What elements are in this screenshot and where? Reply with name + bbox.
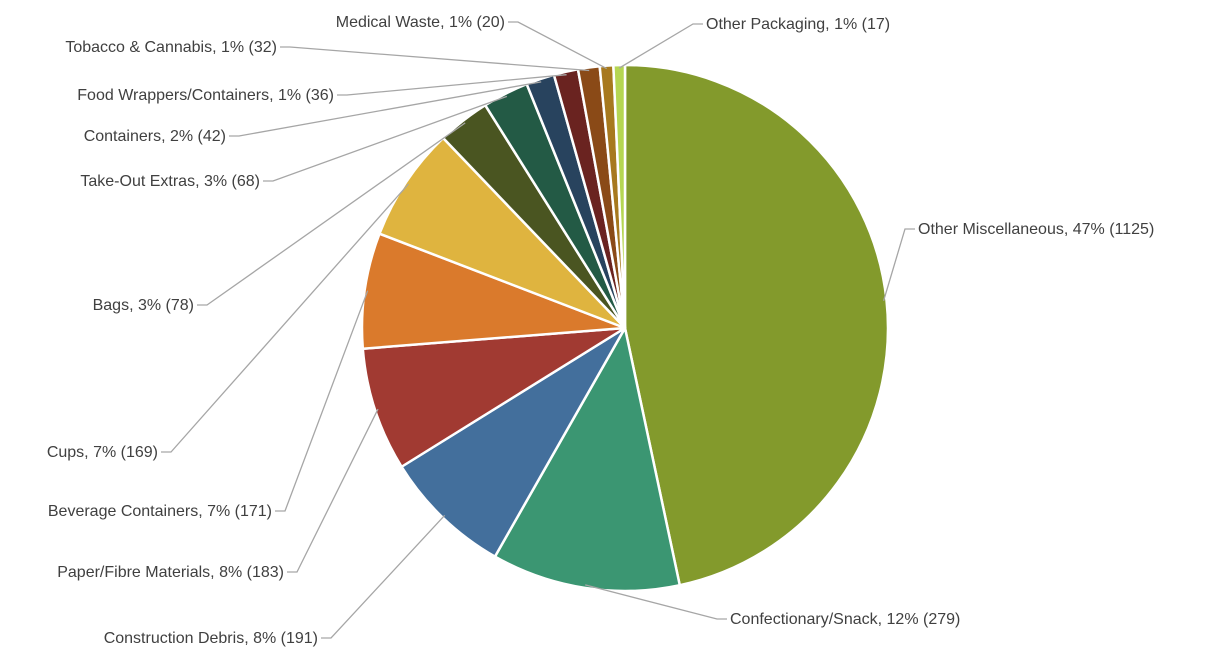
leader-line bbox=[280, 46, 590, 72]
leader-line bbox=[321, 514, 446, 639]
data-label: Paper/Fibre Materials, 8% (183) bbox=[57, 564, 284, 581]
leader-line bbox=[229, 81, 542, 137]
pie-slices bbox=[360, 63, 890, 593]
pie-slice-other-miscellaneous bbox=[623, 63, 890, 587]
pie-slice-beverage-containers bbox=[360, 232, 627, 350]
data-label: Other Packaging, 1% (17) bbox=[706, 16, 890, 33]
leader-line bbox=[161, 183, 409, 453]
leader-line bbox=[197, 122, 466, 306]
leader-line bbox=[585, 584, 727, 620]
data-label: Other Miscellaneous, 47% (1125) bbox=[918, 221, 1154, 238]
data-label: Medical Waste, 1% (20) bbox=[336, 14, 505, 31]
leader-line bbox=[337, 74, 567, 96]
data-label: Tobacco & Cannabis, 1% (32) bbox=[65, 39, 277, 56]
data-label: Food Wrappers/Containers, 1% (36) bbox=[77, 87, 334, 104]
leader-line bbox=[287, 408, 379, 573]
leader-line bbox=[882, 228, 915, 301]
pie-slice-confectionary-snack bbox=[493, 326, 682, 593]
pie-slice-paper-fibre-materials bbox=[361, 326, 627, 468]
data-label: Confectionary/Snack, 12% (279) bbox=[730, 611, 960, 628]
data-label: Take-Out Extras, 3% (68) bbox=[80, 173, 260, 190]
data-label: Bags, 3% (78) bbox=[93, 297, 194, 314]
data-label: Beverage Containers, 7% (171) bbox=[48, 503, 272, 520]
data-label: Cups, 7% (169) bbox=[47, 444, 158, 461]
data-labels: Other Miscellaneous, 47% (1125) Confectio… bbox=[47, 14, 1154, 647]
leader-line bbox=[508, 21, 608, 70]
leader-line bbox=[618, 23, 703, 69]
leader-line bbox=[263, 95, 508, 182]
data-label: Construction Debris, 8% (191) bbox=[104, 630, 318, 647]
leader-lines bbox=[161, 21, 915, 639]
data-label: Containers, 2% (42) bbox=[84, 128, 226, 145]
leader-line bbox=[275, 290, 369, 512]
